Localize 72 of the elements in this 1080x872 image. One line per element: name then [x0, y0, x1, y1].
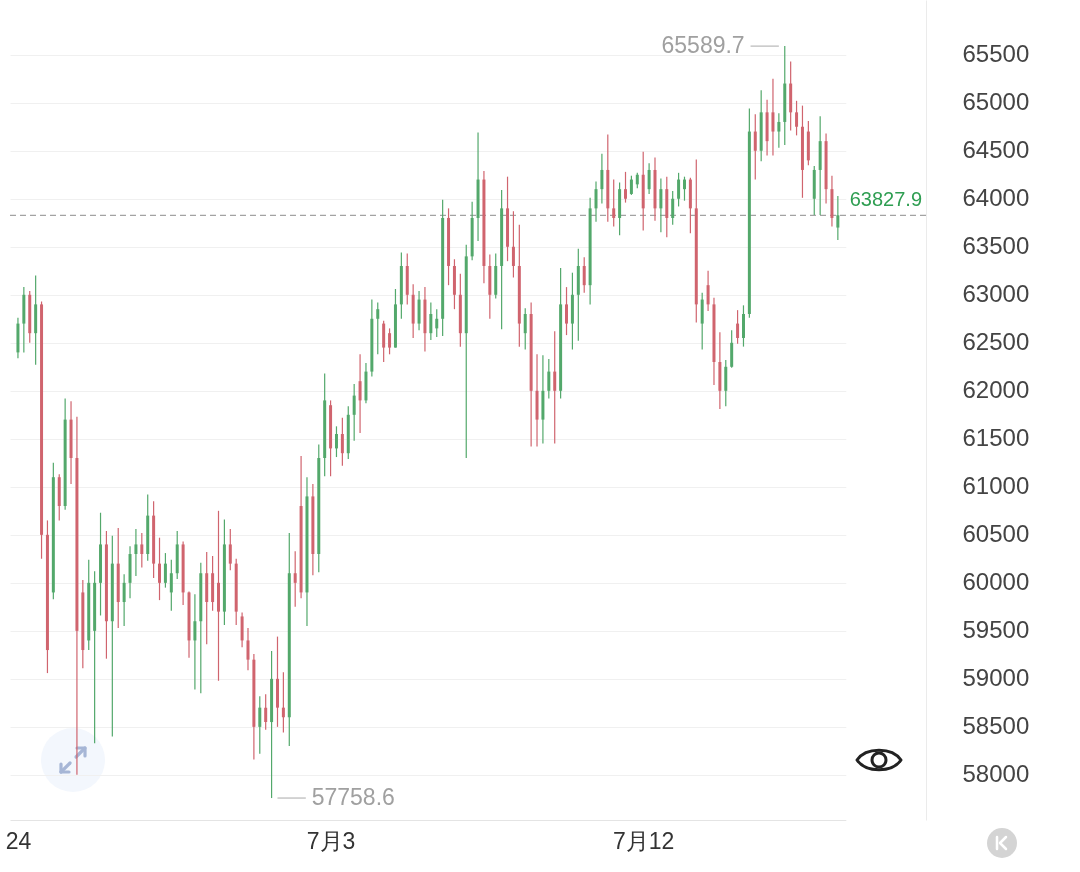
- candlestick: [671, 190, 675, 226]
- candlestick: [629, 175, 633, 196]
- candlestick: [594, 180, 598, 223]
- candlestick: [334, 425, 338, 458]
- candlestick: [358, 353, 362, 434]
- y-tick-label: 64500: [962, 136, 1030, 164]
- candlestick: [435, 308, 439, 338]
- candlestick: [553, 330, 557, 445]
- y-tick-label: 61000: [962, 472, 1030, 500]
- candlestick: [795, 100, 799, 136]
- candlestick: [429, 301, 433, 341]
- candlestick: [647, 162, 651, 195]
- candlestick: [281, 671, 285, 734]
- y-tick-label: 59500: [962, 616, 1030, 644]
- candlestick: [547, 358, 551, 400]
- y-tick-label: 58000: [962, 760, 1030, 788]
- y-tick-label: 60500: [962, 520, 1030, 548]
- candlestick: [565, 286, 569, 336]
- x-tick-label: 7月12: [613, 827, 675, 854]
- y-tick-label: 65000: [962, 88, 1030, 116]
- candlestick: [753, 113, 757, 181]
- candlestick: [122, 573, 126, 627]
- candlestick: [836, 195, 840, 241]
- y-tick-label: 60000: [962, 568, 1030, 596]
- candlestick: [700, 292, 704, 351]
- candlestick: [682, 176, 686, 202]
- candlestick: [417, 290, 421, 331]
- candlestick: [140, 532, 144, 569]
- candlestick: [771, 78, 775, 157]
- candlestick: [582, 256, 586, 294]
- annotation: 65589.7: [661, 32, 745, 59]
- candlestick: [163, 552, 167, 589]
- candlestick: [600, 153, 604, 205]
- candlestick: [659, 177, 663, 233]
- ref-line-label: 63827.9: [849, 188, 922, 211]
- candlestick: [777, 112, 781, 149]
- y-tick-label: 59000: [962, 664, 1030, 692]
- candlestick: [258, 695, 262, 755]
- candlestick: [134, 528, 138, 577]
- y-tick-label: 65500: [962, 40, 1030, 68]
- candlestick: [511, 210, 515, 279]
- y-tick-label: 61500: [962, 424, 1030, 452]
- x-tick-label: 24: [5, 827, 32, 854]
- y-tick-label: 63500: [962, 232, 1030, 260]
- x-tick-label: 7月3: [306, 827, 356, 854]
- candlestick: [240, 612, 244, 648]
- candlestick: [293, 550, 297, 608]
- candlestick: [612, 178, 616, 228]
- candlestick: [246, 627, 250, 671]
- annotation: 57758.6: [311, 784, 395, 811]
- candlestick: [736, 309, 740, 345]
- y-tick-label: 64000: [962, 184, 1030, 212]
- candlestick: [158, 537, 162, 601]
- candlestick: [217, 510, 220, 682]
- candlestick: [624, 171, 627, 204]
- y-tick-label: 63000: [962, 280, 1030, 308]
- candlestick: [388, 327, 392, 355]
- y-tick-label: 62500: [962, 328, 1030, 356]
- candlestick: [169, 559, 173, 612]
- candlestick: [228, 528, 232, 571]
- candlestick: [706, 270, 710, 312]
- candlestick: [352, 383, 356, 442]
- candlestick: [340, 417, 344, 467]
- y-tick-label: 58500: [962, 712, 1030, 740]
- candlestick: [376, 301, 380, 355]
- candlestick: [677, 172, 681, 208]
- candlestick: [193, 593, 197, 691]
- candlestick: [275, 636, 279, 728]
- y-tick-label: 62000: [962, 376, 1030, 404]
- candlestick: [264, 693, 268, 731]
- candlestick: [730, 329, 734, 369]
- candlestick: [523, 307, 527, 351]
